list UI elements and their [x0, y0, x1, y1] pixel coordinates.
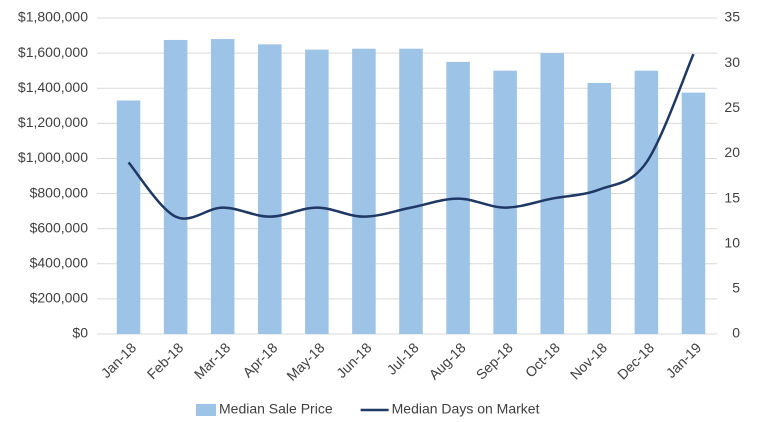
- x-tick-label: Apr-18: [239, 339, 280, 380]
- y-tick-label: $400,000: [30, 254, 89, 270]
- bar: [163, 39, 188, 334]
- legend-label: Median Days on Market: [392, 401, 540, 417]
- y2-tick-label: 10: [724, 234, 740, 250]
- x-tick-label: Oct-18: [522, 339, 563, 380]
- bar: [681, 92, 706, 334]
- y-tick-label: $1,800,000: [18, 9, 88, 25]
- y-tick-label: $600,000: [30, 219, 89, 235]
- x-tick-label: Feb-18: [144, 339, 187, 382]
- x-tick-label: Mar-18: [191, 339, 234, 382]
- y-tick-label: $0: [72, 325, 88, 341]
- y-tick-label: $1,400,000: [18, 79, 88, 95]
- bar: [493, 70, 517, 335]
- x-tick-label: Jan-19: [663, 339, 705, 381]
- x-tick-label: May-18: [283, 339, 327, 383]
- bar: [258, 44, 282, 334]
- y2-tick-label: 0: [732, 325, 740, 341]
- bar: [634, 70, 659, 335]
- x-tick-label: Aug-18: [426, 339, 469, 382]
- y2-tick-label: 20: [724, 144, 740, 160]
- x-tick-label: Nov-18: [567, 339, 610, 382]
- bar: [587, 82, 612, 334]
- x-tick-label: Dec-18: [614, 339, 657, 382]
- y-tick-label: $1,000,000: [18, 149, 88, 165]
- legend-label: Median Sale Price: [219, 401, 333, 417]
- bar: [540, 53, 564, 334]
- x-tick-label: Jun-18: [333, 339, 375, 381]
- y-tick-label: $1,600,000: [18, 44, 88, 60]
- bar: [352, 48, 376, 334]
- y2-tick-label: 25: [724, 99, 740, 115]
- y2-tick-label: 35: [724, 9, 740, 25]
- y2-tick-label: 15: [724, 189, 740, 205]
- x-tick-label: Jan-18: [98, 339, 140, 381]
- x-tick-label: Jul-18: [383, 339, 421, 377]
- y2-tick-label: 5: [732, 280, 740, 296]
- y-tick-label: $800,000: [30, 184, 89, 200]
- y-tick-label: $1,200,000: [18, 114, 88, 130]
- legend-swatch: [196, 404, 216, 416]
- bar: [399, 48, 423, 334]
- bar: [305, 49, 329, 334]
- x-tick-label: Sep-18: [473, 339, 516, 382]
- bar: [210, 39, 235, 335]
- y2-tick-label: 30: [724, 54, 740, 70]
- line: [127, 53, 695, 220]
- y-tick-label: $200,000: [30, 290, 89, 306]
- bar: [116, 100, 141, 334]
